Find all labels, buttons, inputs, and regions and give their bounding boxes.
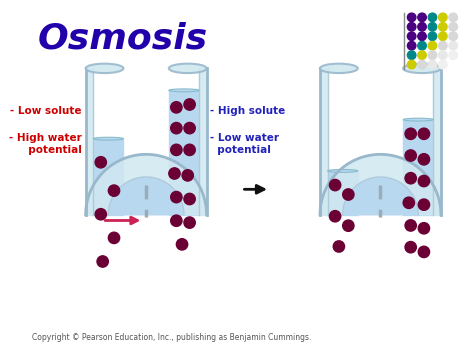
Text: - High water
  potential: - High water potential [9,133,82,155]
Circle shape [428,32,437,40]
Circle shape [449,13,457,22]
Ellipse shape [169,89,199,92]
Circle shape [171,191,182,203]
Polygon shape [86,154,207,215]
Circle shape [171,215,182,226]
Circle shape [449,51,457,59]
Circle shape [343,189,354,200]
Circle shape [438,32,447,40]
Circle shape [405,220,416,231]
Circle shape [428,22,437,31]
Circle shape [184,122,195,134]
Circle shape [109,232,119,244]
Circle shape [329,211,341,222]
Circle shape [418,13,426,22]
Ellipse shape [86,64,123,73]
Circle shape [182,170,193,181]
Ellipse shape [403,118,433,121]
Circle shape [184,144,195,155]
Circle shape [171,102,182,113]
Ellipse shape [93,137,123,140]
Circle shape [405,173,416,184]
Circle shape [407,13,416,22]
Circle shape [407,60,416,69]
Polygon shape [169,90,199,215]
Circle shape [407,51,416,59]
Circle shape [407,22,416,31]
Ellipse shape [403,64,441,73]
Polygon shape [86,69,93,215]
Circle shape [428,42,437,50]
Circle shape [405,128,416,140]
Ellipse shape [169,64,207,73]
Circle shape [418,51,426,59]
Polygon shape [403,120,433,215]
Circle shape [176,239,188,250]
Circle shape [438,60,447,69]
Circle shape [418,128,429,140]
Circle shape [418,22,426,31]
Circle shape [403,197,414,208]
Polygon shape [433,69,441,215]
Circle shape [97,256,109,267]
Circle shape [449,22,457,31]
Circle shape [171,122,182,134]
Circle shape [438,51,447,59]
Polygon shape [320,154,441,215]
Circle shape [418,32,426,40]
Text: Osmosis: Osmosis [37,21,208,55]
Circle shape [407,32,416,40]
Circle shape [407,42,416,50]
Circle shape [95,209,107,220]
Circle shape [184,99,195,110]
Circle shape [405,241,416,253]
Circle shape [438,13,447,22]
Circle shape [329,179,341,191]
Circle shape [169,168,180,179]
Circle shape [95,157,107,168]
Circle shape [418,154,429,165]
Ellipse shape [328,169,358,172]
Circle shape [438,42,447,50]
Polygon shape [93,139,123,215]
Text: - Low water
  potential: - Low water potential [210,133,279,155]
Text: - High solute: - High solute [210,106,286,116]
Circle shape [418,199,429,210]
Polygon shape [320,69,328,215]
Ellipse shape [320,64,358,73]
Circle shape [428,51,437,59]
Circle shape [171,144,182,155]
Circle shape [449,42,457,50]
Circle shape [438,22,447,31]
Polygon shape [328,177,433,215]
Polygon shape [328,171,358,215]
Circle shape [405,150,416,161]
Circle shape [333,241,345,252]
Circle shape [418,223,429,234]
Circle shape [418,246,429,258]
Polygon shape [93,177,199,215]
Circle shape [418,60,426,69]
Polygon shape [199,69,207,215]
Circle shape [184,193,195,205]
Circle shape [449,32,457,40]
Text: - Low solute: - Low solute [10,106,82,116]
Text: Copyright © Pearson Education, Inc., publishing as Benjamin Cummings.: Copyright © Pearson Education, Inc., pub… [32,333,311,342]
Circle shape [418,175,429,187]
Circle shape [428,13,437,22]
Circle shape [418,42,426,50]
Circle shape [428,60,437,69]
Circle shape [184,217,195,228]
Circle shape [343,220,354,231]
Circle shape [109,185,119,196]
